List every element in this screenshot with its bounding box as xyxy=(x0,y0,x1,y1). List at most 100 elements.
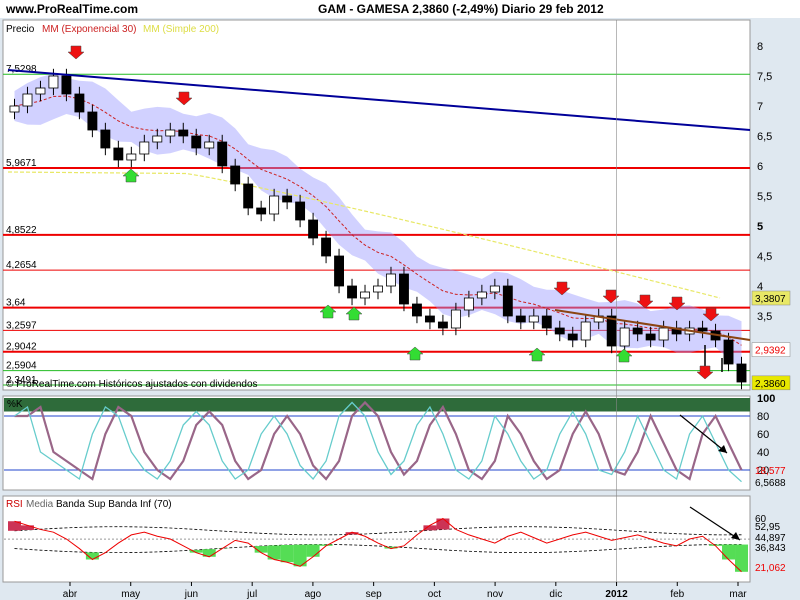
candle xyxy=(74,93,85,113)
stoch-d-line xyxy=(14,400,743,481)
sell-arrow-icon xyxy=(668,296,686,311)
rsi-overbought-fill xyxy=(8,521,21,531)
sell-arrow-icon xyxy=(636,294,654,309)
rsi-oversold-fill xyxy=(85,552,99,560)
rsi-oversold-fill xyxy=(735,544,748,572)
stoch-tick-label: 60 xyxy=(757,429,769,441)
rsi-oversold-fill xyxy=(319,544,333,546)
rsi-oversold-fill xyxy=(709,544,723,546)
candle xyxy=(489,285,500,293)
ema-line xyxy=(14,95,742,346)
level-label: 2,5904 xyxy=(6,361,37,372)
sell-arrow-icon xyxy=(702,307,720,322)
buy-arrow-icon xyxy=(615,348,633,363)
candle xyxy=(723,339,734,365)
rsi-overbought-fill xyxy=(423,525,437,531)
legend-price: Precio xyxy=(6,24,35,35)
stoch-tick-label: 20 xyxy=(757,465,769,477)
sell-arrow-icon xyxy=(696,365,714,380)
rsi-legend-media: Media xyxy=(26,499,54,510)
rsi-oversold-fill xyxy=(293,544,307,567)
candle xyxy=(321,237,332,257)
buy-arrow-icon xyxy=(319,304,337,319)
candle xyxy=(347,285,357,299)
copyright-note: © ProRealTime.com Históricos ajustados c… xyxy=(6,379,258,390)
candle xyxy=(515,315,526,323)
candle xyxy=(554,327,565,335)
candle xyxy=(658,327,669,341)
candle xyxy=(9,105,20,113)
rsi-oversold-fill xyxy=(384,546,398,549)
candle xyxy=(165,129,176,137)
stoch-tick-label: 40 xyxy=(757,447,769,459)
sell-arrow-icon xyxy=(553,281,571,296)
price-tick-label: 5 xyxy=(757,221,763,233)
candle xyxy=(528,315,539,323)
month-label: nov xyxy=(487,589,503,600)
rsi-tick-label: 52,95 xyxy=(755,522,780,533)
level-label: 2,9042 xyxy=(6,342,37,353)
candle xyxy=(204,141,215,149)
candle xyxy=(697,327,708,332)
rsi-divergence-line xyxy=(689,506,741,541)
candle xyxy=(22,93,33,107)
month-label: may xyxy=(121,589,140,600)
price-tick-label: 6 xyxy=(757,161,763,173)
stoch-right-label: 6,5688 xyxy=(755,478,786,489)
price-right-tag-label: 3,3807 xyxy=(755,294,786,305)
candle xyxy=(217,141,228,167)
candle xyxy=(541,315,552,329)
candle xyxy=(567,333,578,341)
buy-arrow-icon xyxy=(406,346,424,361)
sell-arrow-icon xyxy=(602,289,620,304)
candle xyxy=(437,321,448,329)
month-label: sep xyxy=(366,589,383,600)
rsi-tick-label: 36,843 xyxy=(755,543,786,554)
candle xyxy=(450,309,461,329)
candle xyxy=(139,141,150,155)
candle xyxy=(606,315,617,347)
month-label: oct xyxy=(428,589,442,600)
candle xyxy=(502,285,513,317)
rsi-tick-label: 44,897 xyxy=(755,533,786,544)
price-right-tag xyxy=(751,375,791,391)
rsi-overbought-fill xyxy=(345,532,359,535)
rsi-oversold-fill xyxy=(280,544,294,563)
level-label: 4,2654 xyxy=(6,260,37,271)
month-label: jun xyxy=(184,589,198,600)
buy-arrow-icon xyxy=(345,306,363,321)
level-label: 5,9671 xyxy=(6,158,37,169)
rsi-oversold-fill xyxy=(254,546,268,553)
candle xyxy=(256,207,267,215)
candle xyxy=(476,291,487,299)
price-right-tag xyxy=(751,342,791,357)
price-right-tag-label: 2,3860 xyxy=(755,379,786,390)
arrow-head-icon xyxy=(718,445,727,453)
rsi-lower-band xyxy=(14,544,742,554)
sell-arrow-icon xyxy=(67,45,85,60)
candle xyxy=(424,315,435,323)
candle xyxy=(61,75,72,95)
price-tick-label: 7,5 xyxy=(757,71,772,83)
rsi-legend-bands: Banda Sup Banda Inf (70) xyxy=(56,499,172,510)
level-label: 2,3491 xyxy=(6,375,37,386)
candle xyxy=(126,153,137,161)
buy-arrow-icon xyxy=(122,168,140,183)
candle xyxy=(580,321,591,341)
level-label: 3,64 xyxy=(6,298,26,309)
candle xyxy=(632,327,643,335)
site-url[interactable]: www.ProRealTime.com xyxy=(5,2,138,16)
price-tick-label: 3,5 xyxy=(757,311,772,323)
stoch-right-label: 18,577 xyxy=(755,466,786,477)
sell-arrow-icon xyxy=(175,91,193,106)
price-tick-label: 4 xyxy=(757,281,763,293)
month-label: feb xyxy=(670,589,684,600)
candle xyxy=(334,255,344,287)
month-label: abr xyxy=(63,589,78,600)
candle xyxy=(399,273,409,305)
stoch-tick-label: 100 xyxy=(757,393,775,405)
arrow-head-icon xyxy=(731,532,740,540)
candle xyxy=(295,201,306,221)
price-tick-label: 4,5 xyxy=(757,251,772,263)
